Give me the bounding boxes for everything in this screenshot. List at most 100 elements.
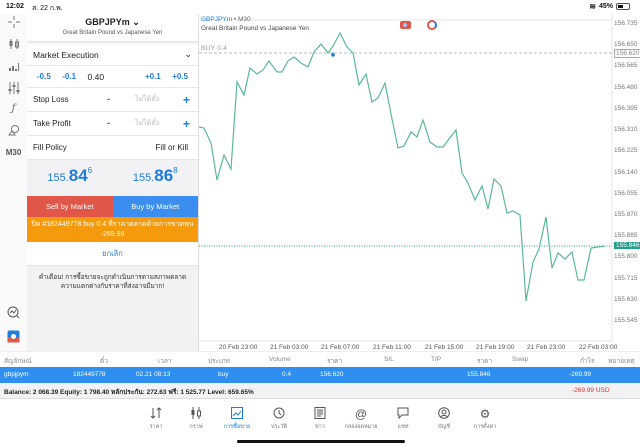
battery-icon — [616, 3, 630, 10]
news-icon — [300, 407, 340, 421]
y-axis-label: 155.545 — [614, 317, 638, 324]
depth-of-market-icon[interactable] — [427, 20, 437, 30]
tab-chat[interactable]: แชท — [383, 407, 423, 431]
objects-icon[interactable] — [0, 124, 27, 139]
trade-icon — [217, 407, 257, 421]
app-logo-icon[interactable] — [0, 330, 27, 346]
mailbox-icon: @ — [354, 407, 368, 421]
close-position-button[interactable]: ปิด #182449778 buy 0.4 ที่ราคาตลาดด้วยกา… — [27, 217, 198, 242]
price-line — [199, 31, 606, 302]
stop-loss-row: Stop Loss - ไม่ได้ตั้ง + — [27, 88, 198, 112]
y-axis-label: 156.225 — [614, 147, 638, 154]
x-axis-label: 21 Feb 11:00 — [373, 344, 411, 351]
symbol-header[interactable]: GBPJPYm ⌄ Great Britain Pound vs Japanes… — [27, 14, 198, 42]
col-symbol: สัญลักษณ์ — [4, 358, 32, 365]
current-price-label: 155.846 — [614, 242, 640, 249]
symbol-selector[interactable]: GBPJPYm ⌄ — [85, 17, 140, 27]
timeframe-m30[interactable]: M30 — [5, 148, 22, 157]
buy-by-market-button[interactable]: Buy by Market — [112, 196, 198, 217]
stop-loss-minus-button[interactable]: - — [107, 94, 111, 105]
clock: 12:02 — [6, 3, 24, 10]
take-profit-minus-button[interactable]: - — [107, 118, 111, 129]
take-profit-input[interactable]: ไม่ได้ตั้ง — [135, 120, 160, 127]
tab-chart[interactable]: กราฟ — [176, 407, 216, 431]
chat-icon — [383, 407, 423, 421]
tab-account[interactable]: บัญชี — [424, 407, 464, 431]
y-axis-label: 156.140 — [614, 169, 638, 176]
sell-by-market-button[interactable]: Sell by Market — [27, 196, 113, 217]
x-axis-label: 21 Feb 15:00 — [425, 344, 464, 351]
volume-stepper: -0.5 -0.1 0.40 +0.1 +0.5 — [27, 66, 198, 88]
y-axis-label: 155.885 — [614, 232, 638, 239]
tab-trade[interactable]: การซื้อขาย — [217, 407, 257, 431]
quote-prices: 155.846 155.868 — [27, 160, 198, 196]
tab-settings[interactable]: ⚙ การตั้งค่า — [465, 407, 505, 431]
row-profit: -269.99 — [569, 371, 592, 378]
x-axis-label: 21 Feb 03:00 — [270, 344, 309, 351]
col-sl: S/L — [384, 356, 394, 363]
bottom-tab-bar: ราคา กราฟ การซื้อขาย ประวัติ ข่าว @ กล่อ… — [0, 399, 640, 447]
fill-policy-value[interactable]: Fill or Kill — [155, 143, 188, 152]
one-click-trading-icon[interactable] — [400, 21, 411, 29]
home-indicator — [237, 440, 405, 443]
row-type: buy — [218, 371, 229, 378]
stop-loss-label: Stop Loss — [33, 95, 69, 104]
bid-price: 155.846 — [47, 166, 93, 185]
chart-analysis-icon[interactable] — [0, 306, 27, 322]
stop-loss-input[interactable]: ไม่ได้ตั้ง — [135, 96, 160, 103]
positions-table-header: สัญลักษณ์ ตั๋ว เวลา ประเภท Volume ราคา S… — [0, 351, 640, 367]
y-axis-label: 156.565 — [614, 62, 638, 69]
settings-sliders-icon[interactable] — [0, 82, 27, 97]
volume-input[interactable]: 0.40 — [87, 71, 105, 82]
y-axis-label: 155.970 — [614, 211, 638, 218]
volume-minus-01-button[interactable]: -0.1 — [62, 72, 77, 81]
chart-canvas[interactable] — [199, 14, 640, 351]
tab-history[interactable]: ประวัติ — [259, 407, 299, 431]
function-icon[interactable]: ƒ — [11, 103, 16, 114]
y-axis-label: 155.630 — [614, 296, 638, 303]
market-warning: คำเตือน! การซื้อขายจะถูกดำเนินการตามสภาพ… — [38, 274, 187, 290]
row-volume: 0.4 — [282, 371, 292, 378]
tab-mailbox[interactable]: @ กล่องจดหมาย — [341, 407, 381, 431]
candles-icon[interactable] — [0, 38, 27, 53]
y-axis-label: 156.650 — [614, 41, 638, 48]
col-type: ประเภท — [208, 358, 230, 365]
col-profit: กำไร — [580, 358, 595, 365]
y-axis-label: 156.395 — [614, 105, 638, 112]
tab-quotes[interactable]: ราคา — [136, 407, 176, 431]
take-profit-label: Take Profit — [33, 119, 71, 128]
indicators-icon[interactable] — [0, 60, 27, 75]
chevron-down-icon: ⌄ — [184, 49, 192, 59]
row-price: 155.846 — [467, 371, 491, 378]
symbol-description: Great Britain Pound vs Japanese Yen — [62, 30, 163, 36]
date: ส. 22 ก.พ. — [32, 5, 63, 12]
execution-type-dropdown[interactable]: Market Execution ⌄ — [27, 44, 198, 66]
y-axis-label: 156.735 — [614, 20, 638, 27]
x-axis-label: 22 Feb 03:00 — [579, 344, 618, 351]
ask-price: 155.868 — [132, 166, 178, 185]
row-ticket: 182449778 — [73, 371, 106, 378]
volume-plus-01-button[interactable]: +0.1 — [144, 72, 161, 81]
col-open-price: ราคา — [327, 358, 343, 365]
status-bar: 12:02 ส. 22 ก.พ. ≋ 45% — [0, 0, 640, 14]
row-open-price: 156.620 — [320, 371, 344, 378]
col-time: เวลา — [158, 358, 172, 365]
open-price-label: 156.620 — [614, 49, 640, 58]
take-profit-row: Take Profit - ไม่ได้ตั้ง + — [27, 112, 198, 136]
quotes-icon — [136, 407, 176, 421]
volume-plus-05-button[interactable]: +0.5 — [172, 72, 188, 81]
crosshair-icon[interactable] — [0, 16, 27, 31]
y-axis-label: 155.715 — [614, 275, 638, 282]
cancel-button[interactable]: ยกเลิก — [27, 242, 198, 266]
fill-policy-row[interactable]: Fill Policy Fill or Kill — [27, 136, 198, 160]
y-axis-label: 156.310 — [614, 126, 638, 133]
battery-percent: 45% — [598, 3, 613, 10]
price-chart[interactable]: GBPJPYm • M30 Great Britain Pound vs Jap… — [199, 14, 640, 351]
col-swap: Swap — [512, 356, 529, 363]
volume-minus-05-button[interactable]: -0.5 — [37, 72, 51, 81]
stop-loss-plus-button[interactable]: + — [182, 92, 190, 107]
table-row[interactable]: gbpjpym 182449778 02.21 08:13 buy 0.4 15… — [0, 367, 640, 383]
col-tp: T/P — [431, 356, 442, 363]
take-profit-plus-button[interactable]: + — [182, 116, 190, 131]
tab-news[interactable]: ข่าว — [300, 407, 340, 431]
